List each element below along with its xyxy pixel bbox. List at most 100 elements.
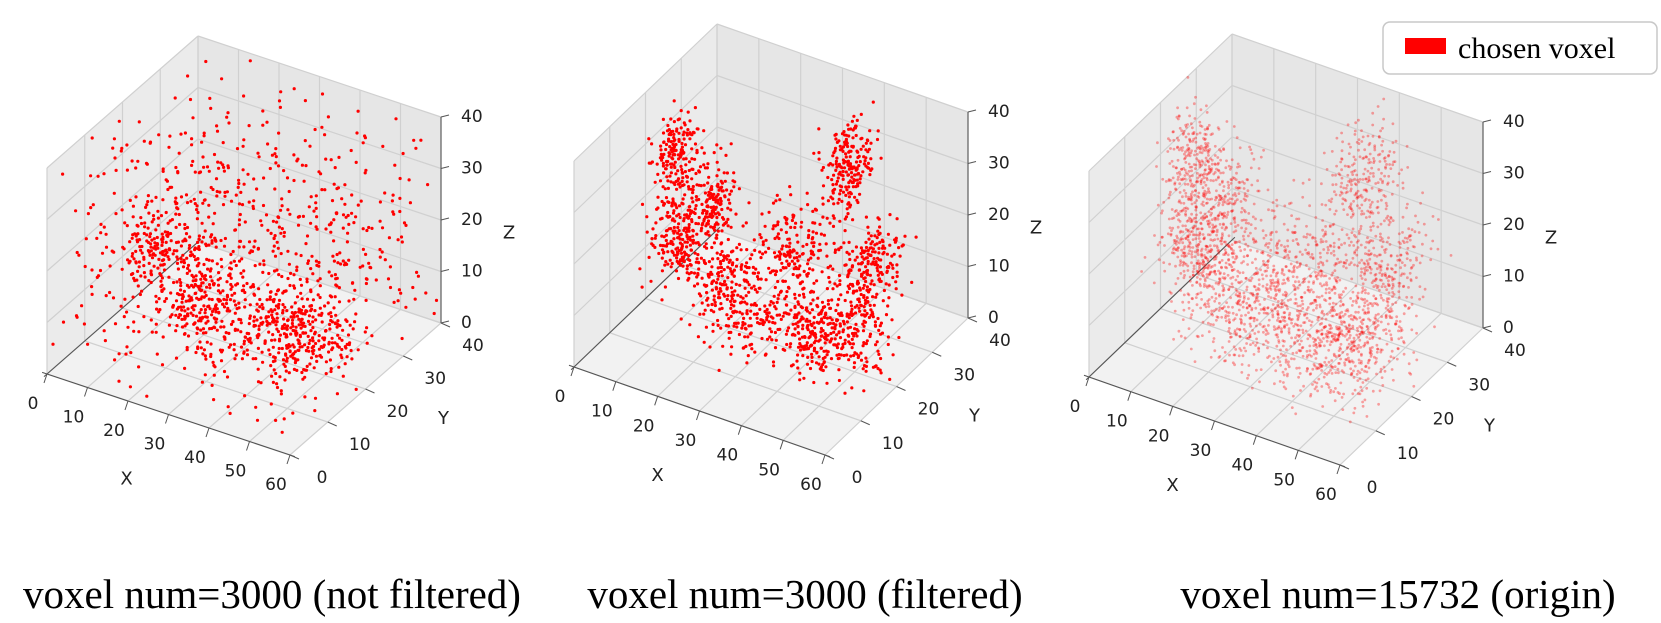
voxel-point [1238,298,1241,302]
voxel-point [1350,350,1354,353]
voxel-point [252,319,256,323]
voxel-point [255,302,259,306]
voxel-point [269,308,273,312]
voxel-point [825,316,830,320]
voxel-point [343,183,347,187]
voxel-point [1374,360,1378,364]
voxel-point [192,197,196,201]
voxel-point [270,153,274,157]
voxel-point [315,263,319,267]
voxel-point [1194,216,1198,220]
voxel-point [1382,97,1386,101]
voxel-point [1305,224,1308,228]
voxel-point [1237,180,1241,184]
voxel-point [741,346,745,350]
voxel-point [780,261,784,265]
voxel-point [720,283,724,287]
voxel-point [719,146,723,150]
voxel-point [135,240,140,244]
voxel-point [218,190,222,194]
voxel-point [1363,297,1367,301]
voxel-point [204,242,208,246]
voxel-point [1335,325,1338,329]
voxel-point [729,286,734,290]
voxel-point [818,338,822,342]
voxel-point [1292,266,1296,270]
voxel-point [822,315,826,319]
voxel-point [207,283,212,287]
voxel-point [1196,176,1200,180]
voxel-point [876,229,880,233]
voxel-point [847,271,851,275]
voxel-point [1368,152,1372,156]
voxel-point [1201,173,1205,177]
voxel-point [862,295,866,299]
voxel-point [1388,329,1391,333]
z-tick-label: 10 [461,262,483,282]
gridline [716,74,969,165]
voxel-point [1167,179,1171,183]
voxel-point [743,300,747,304]
gridline [46,87,199,220]
voxel-point [90,285,94,289]
voxel-point [1297,280,1301,284]
voxel-point [682,260,686,264]
voxel-point [1275,344,1279,348]
voxel-point [426,183,430,187]
voxel-point [292,178,296,183]
voxel-point [256,336,260,340]
voxel-point [344,215,348,219]
voxel-point [300,370,304,375]
voxel-point [220,265,224,269]
voxel-point [664,260,668,264]
voxel-point [864,356,868,360]
x-tick [1085,376,1090,387]
voxel-point [286,208,290,212]
voxel-point [860,255,864,259]
voxel-point [113,322,118,326]
voxel-point [789,225,793,229]
voxel-point [861,170,865,174]
voxel-point [284,369,288,373]
x-tick [779,440,784,450]
voxel-point [242,351,246,355]
voxel-point [1224,240,1227,244]
voxel-point [295,265,299,269]
voxel-point [823,332,827,336]
voxel-point [845,290,850,294]
voxel-point [1167,196,1171,200]
voxel-point [796,275,800,279]
voxel-point [682,130,686,134]
voxel-point [1199,271,1203,275]
voxel-point [864,215,869,219]
voxel-point [322,343,326,347]
voxel-point [1210,309,1214,313]
voxel-point [328,358,332,362]
voxel-point [308,362,312,366]
voxel-point [847,316,851,320]
voxel-point [1342,208,1346,212]
voxel-point [248,336,252,340]
voxel-point [1395,357,1399,361]
voxel-point [1277,326,1280,330]
voxel-point [120,208,124,212]
voxel-point [228,266,232,270]
voxel-point [772,224,776,228]
voxel-point [1364,378,1368,382]
voxel-point [873,234,877,238]
voxel-point [142,315,146,319]
voxel-point [1295,333,1299,337]
voxel-point [665,163,669,167]
voxel-point [231,320,235,324]
voxel-point [701,211,705,215]
voxel-point [285,324,290,328]
voxel-point [850,175,854,179]
voxel-point [747,201,751,205]
x-tick [1294,450,1299,460]
voxel-point [283,305,287,309]
voxel-point [195,331,199,335]
voxel-point [1228,332,1232,335]
voxel-point [306,319,311,323]
voxel-point [673,202,677,206]
voxel-point [1181,263,1185,267]
